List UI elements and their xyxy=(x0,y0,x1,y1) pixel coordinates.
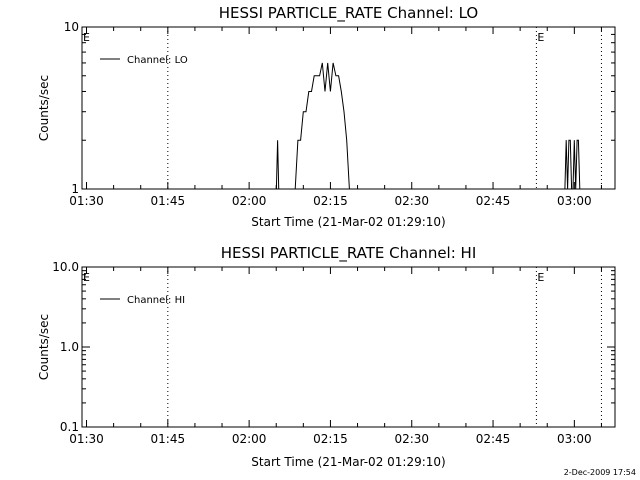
y-tick-label: 0.1 xyxy=(60,420,79,434)
legend-entry: Channel: LO xyxy=(127,55,188,66)
x-tick-label: 02:45 xyxy=(476,194,511,208)
chart-title: HESSI PARTICLE_RATE Channel: LO xyxy=(219,4,478,23)
y-axis-label: Counts/sec xyxy=(37,75,51,141)
legend-entry: Channel: HI xyxy=(127,295,185,306)
event-marker-label: E xyxy=(537,271,544,284)
x-tick-label: 02:45 xyxy=(476,432,511,446)
x-tick-label: 01:45 xyxy=(151,194,186,208)
y-tick-label: 10 xyxy=(64,20,79,34)
y-axis-label: Counts/sec xyxy=(37,314,51,380)
panel-lo: HESSI PARTICLE_RATE Channel: LO 01:30 01:4… xyxy=(37,4,616,229)
x-tick-label: 02:00 xyxy=(232,432,267,446)
chart-title: HESSI PARTICLE_RATE Channel: HI xyxy=(221,244,477,263)
x-tick-label: 02:30 xyxy=(394,432,429,446)
plot-frame xyxy=(81,266,616,428)
x-tick-label: 01:45 xyxy=(151,432,186,446)
y-tick-label: 1 xyxy=(71,182,79,196)
x-tick-label: 02:15 xyxy=(313,432,348,446)
x-tick-label: 03:00 xyxy=(557,432,592,446)
series-line xyxy=(275,62,581,189)
x-axis-label: Start Time (21-Mar-02 01:29:10) xyxy=(251,455,445,469)
x-tick-label: 02:00 xyxy=(232,194,267,208)
event-marker-label: E xyxy=(83,31,90,44)
figure-timestamp: 2-Dec-2009 17:54 xyxy=(564,468,636,477)
x-tick-label: 01:30 xyxy=(69,432,104,446)
x-tick-label: 02:15 xyxy=(313,194,348,208)
x-tick-label: 01:30 xyxy=(69,194,104,208)
x-tick-label: 02:30 xyxy=(394,194,429,208)
y-tick-label: 1.0 xyxy=(60,340,79,354)
event-marker-label: E xyxy=(83,271,90,284)
x-axis-label: Start Time (21-Mar-02 01:29:10) xyxy=(251,215,445,229)
x-tick-label: 03:00 xyxy=(557,194,592,208)
y-tick-label: 10.0 xyxy=(52,260,79,274)
panel-hi: HESSI PARTICLE_RATE Channel: HI 01:30 01:4… xyxy=(37,244,616,469)
event-marker-label: E xyxy=(537,31,544,44)
